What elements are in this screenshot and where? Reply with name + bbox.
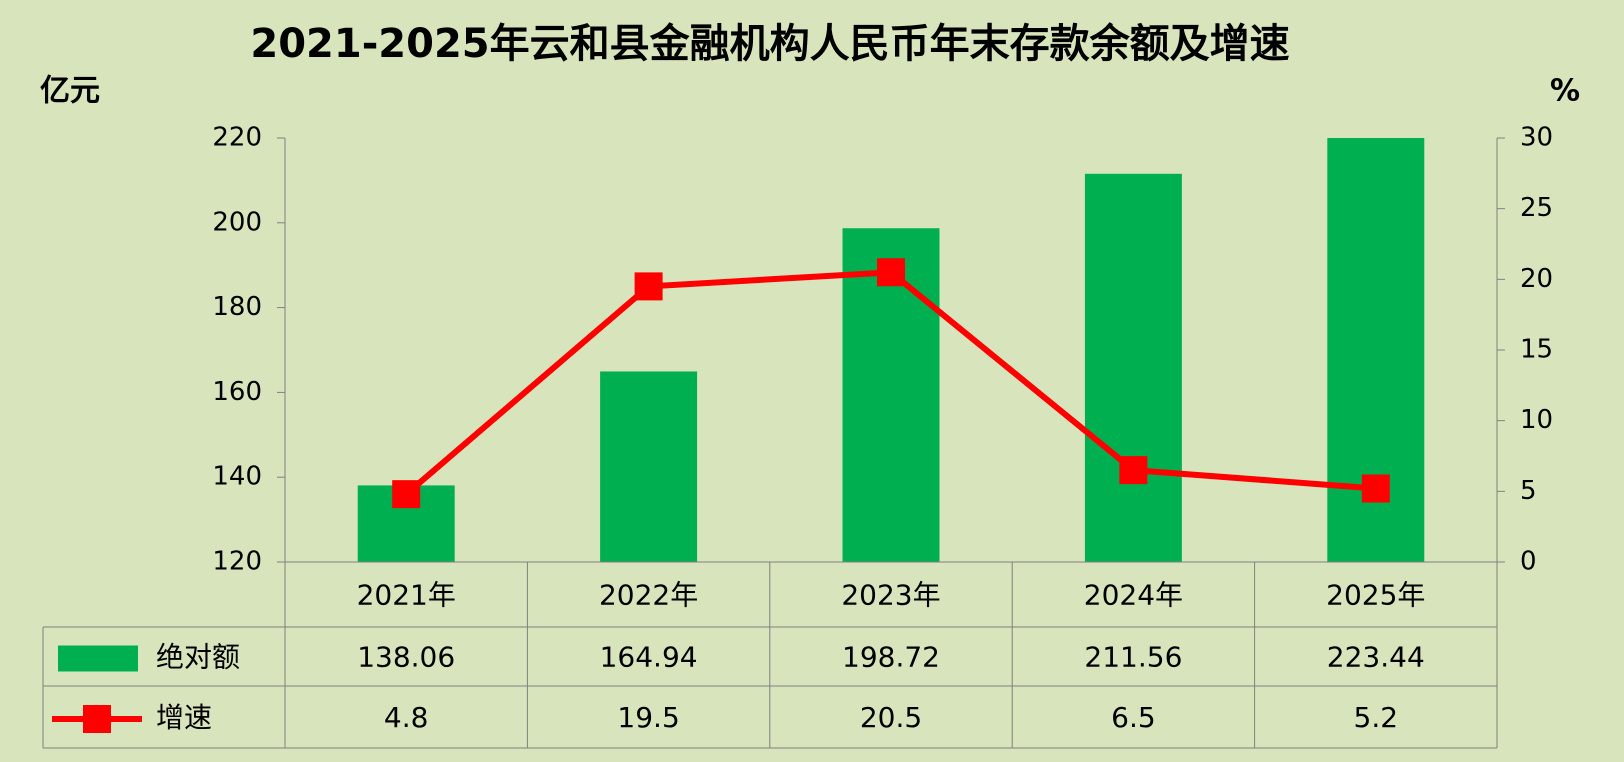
y2-tick-label: 30 xyxy=(1520,123,1553,153)
y-tick-label: 160 xyxy=(212,377,262,407)
table-value: 223.44 xyxy=(1327,641,1425,674)
y2-tick-label: 10 xyxy=(1520,405,1553,435)
marker xyxy=(1361,474,1390,503)
table-value: 4.8 xyxy=(384,701,429,734)
table-value: 164.94 xyxy=(600,641,698,674)
x-tick-label: 2025年 xyxy=(1326,579,1425,612)
y-tick-label: 140 xyxy=(212,462,262,492)
marker xyxy=(877,258,905,287)
table-value: 198.72 xyxy=(842,641,940,674)
x-tick-label: 2022年 xyxy=(599,579,698,612)
marker xyxy=(634,272,663,301)
bar xyxy=(600,371,698,562)
table-value: 6.5 xyxy=(1111,701,1156,734)
y2-tick-label: 0 xyxy=(1520,547,1537,577)
y-tick-label: 220 xyxy=(212,123,262,153)
y2-tick-label: 5 xyxy=(1520,476,1537,506)
y-axis-label: 亿元 xyxy=(40,74,100,109)
table-value: 5.2 xyxy=(1354,701,1399,734)
x-tick-label: 2023年 xyxy=(841,579,940,612)
chart-title: 2021-2025年云和县金融机构人民币年末存款余额及增速 xyxy=(250,21,1289,67)
x-tick-label: 2021年 xyxy=(357,579,456,612)
legend-label: 绝对额 xyxy=(156,641,240,674)
table-value: 138.06 xyxy=(357,641,455,674)
legend-key xyxy=(83,705,111,733)
y-tick-label: 120 xyxy=(212,547,262,577)
bar xyxy=(1084,173,1182,562)
table-value: 211.56 xyxy=(1084,641,1182,674)
marker xyxy=(1119,456,1148,485)
y2-axis-label: % xyxy=(1550,74,1580,109)
y2-tick-label: 25 xyxy=(1520,193,1553,223)
plot-area xyxy=(357,138,1425,562)
x-tick-label: 2024年 xyxy=(1084,579,1183,612)
y-tick-label: 180 xyxy=(212,292,262,322)
y2-tick-label: 20 xyxy=(1520,264,1553,294)
marker xyxy=(392,480,421,509)
y-tick-label: 200 xyxy=(212,207,262,237)
legend-label: 增速 xyxy=(156,701,212,734)
table-value: 20.5 xyxy=(860,701,922,734)
y2-tick-label: 15 xyxy=(1520,335,1553,365)
legend-key xyxy=(58,645,138,672)
table-value: 19.5 xyxy=(617,701,679,734)
